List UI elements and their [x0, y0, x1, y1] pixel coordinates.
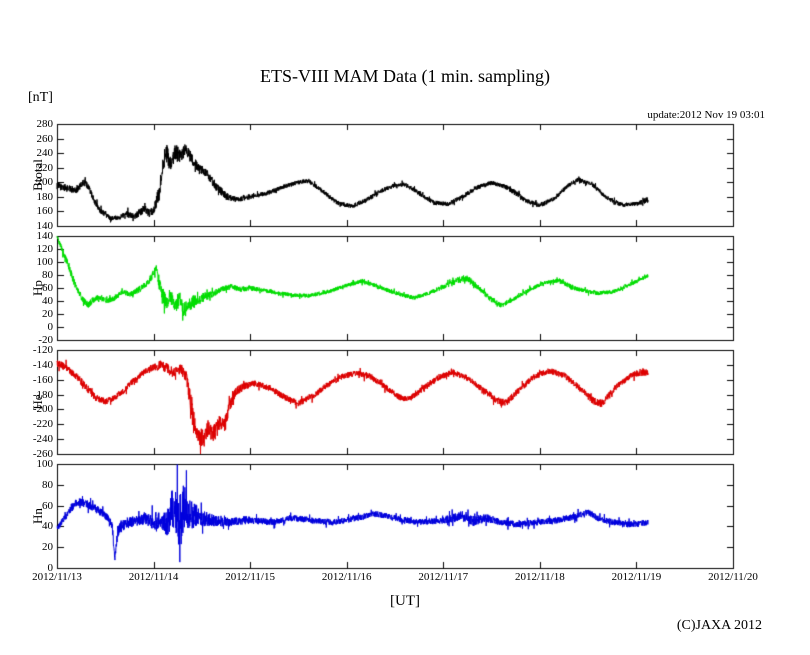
y-tick-label: -160: [32, 373, 53, 386]
y-tick-label: -120: [32, 343, 53, 356]
y-tick-label: 120: [36, 242, 54, 255]
x-tick-label: 2012/11/19: [611, 571, 662, 583]
panel-y-axis-name: He: [30, 394, 45, 410]
x-tick-label: 2012/11/16: [321, 571, 372, 583]
x-tick-label: 2012/11/14: [128, 571, 179, 583]
y-tick-label: 80: [42, 268, 53, 281]
panel-y-axis-name: Hp: [30, 280, 45, 296]
y-tick-label: -200: [32, 402, 53, 415]
x-tick-label: 2012/11/17: [418, 571, 469, 583]
update-timestamp: update:2012 Nov 19 03:01: [647, 109, 765, 121]
y-tick-label: 40: [42, 294, 53, 307]
panel-y-axis-name: Btotal: [30, 159, 45, 191]
x-axis-label: [UT]: [390, 593, 420, 609]
y-tick-label: -260: [32, 447, 53, 460]
x-tick-label: 2012/11/20: [708, 571, 758, 583]
y-tick-label: 40: [42, 519, 53, 532]
x-tick-label: 2012/11/18: [514, 571, 565, 583]
y-tick-label: 20: [42, 307, 53, 320]
x-tick-label: 2012/11/15: [225, 571, 275, 583]
x-tick-label: 2012/11/13: [32, 571, 82, 583]
y-tick-label: 100: [36, 255, 54, 268]
y-tick-label: -20: [38, 333, 53, 346]
copyright-label: (C)JAXA 2012: [676, 618, 762, 633]
y-tick-label: 280: [36, 117, 54, 130]
y-tick-label: 160: [36, 204, 54, 217]
y-tick-label: 140: [36, 229, 54, 242]
y-tick-label: 260: [36, 132, 54, 145]
y-tick-label: 80: [42, 478, 53, 491]
y-tick-label: 220: [36, 161, 54, 174]
y-tick-label: 0: [47, 561, 54, 574]
y-tick-label: 140: [36, 219, 54, 232]
y-tick-label: 180: [36, 190, 54, 203]
y-tick-label: 20: [42, 540, 53, 553]
y-tick-label: 240: [36, 146, 54, 159]
y-axis-unit-label: [nT]: [28, 90, 53, 105]
panel-y-axis-name: Hn: [30, 508, 45, 524]
y-tick-label: 60: [42, 281, 53, 294]
y-tick-label: -220: [32, 417, 53, 430]
y-tick-label: -140: [32, 358, 53, 371]
y-tick-label: 100: [36, 457, 54, 470]
y-tick-label: -240: [32, 432, 53, 445]
y-tick-label: 60: [42, 499, 53, 512]
chart-title: ETS-VIII MAM Data (1 min. sampling): [260, 66, 550, 86]
y-tick-label: 200: [36, 175, 54, 188]
y-tick-label: -180: [32, 388, 53, 401]
y-tick-label: 0: [47, 320, 54, 333]
